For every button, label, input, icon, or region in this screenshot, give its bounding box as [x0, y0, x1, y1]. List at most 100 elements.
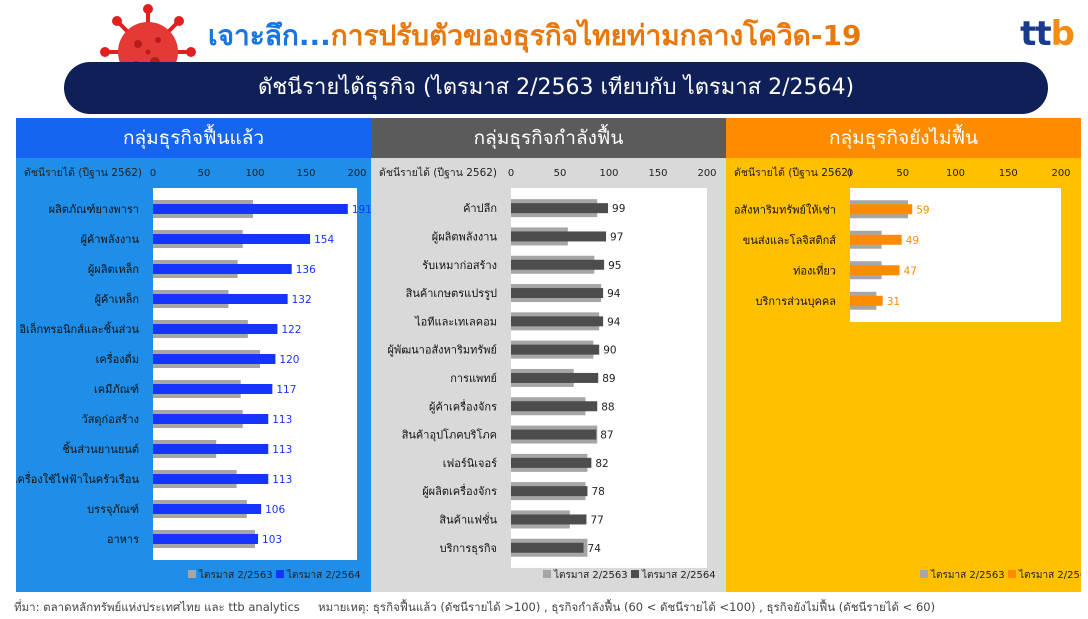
bar-2564 — [153, 384, 273, 394]
tick-label: 0 — [508, 168, 514, 179]
tick-label: 200 — [1051, 168, 1070, 179]
bar-2564 — [511, 203, 609, 214]
subtitle-bar: ดัชนีรายได้ธุรกิจ (ไตรมาส 2/2563 เทียบกั… — [64, 62, 1048, 114]
legend-label-2563: ไตรมาส 2/2563 — [553, 569, 628, 581]
axis-title: ดัชนีรายได้ (ปีฐาน 2562) — [734, 166, 852, 179]
legend-swatch-2563 — [920, 570, 928, 578]
tick-label: 0 — [150, 168, 156, 179]
bar-2564 — [850, 295, 883, 306]
axis-title: ดัชนีรายได้ (ปีฐาน 2562) — [24, 166, 142, 179]
data-label: 132 — [292, 294, 312, 306]
bar-2564 — [153, 534, 259, 544]
data-label: 113 — [272, 444, 292, 456]
panel-not-recovered-title: กลุ่มธุรกิจยังไม่ฟื้น — [726, 118, 1081, 158]
tick-label: 0 — [847, 168, 853, 179]
bar-2564 — [153, 414, 269, 424]
data-label: 103 — [262, 534, 282, 546]
data-label: 191 — [352, 204, 371, 216]
category-label: ผู้ค้าเครื่องจักร — [429, 398, 497, 413]
bar-2564 — [153, 504, 262, 514]
bar-2564 — [511, 372, 599, 383]
legend-swatch-2564 — [276, 570, 284, 578]
category-label: ผู้ผลิตเหล็ก — [88, 262, 139, 276]
bar-2564 — [511, 401, 598, 412]
tick-label: 50 — [198, 168, 211, 179]
legend-swatch-2563 — [188, 570, 196, 578]
chart-recovered: ดัชนีรายได้ (ปีฐาน 2562) 0 50 100 150 200 ผลิต… — [16, 166, 371, 581]
bar-2564 — [850, 265, 900, 276]
data-label: 95 — [608, 260, 621, 272]
bar-2564 — [511, 457, 592, 468]
bar-2564 — [153, 324, 278, 334]
category-label: ผู้พัฒนาอสังหาริมทรัพย์ — [388, 344, 497, 357]
category-label: ขนส่งและโลจิสติกส์ — [743, 233, 836, 247]
category-label: วัสดุก่อสร้าง — [82, 413, 139, 426]
category-label: เครื่องใช้ไฟฟ้าในครัวเรือน — [16, 471, 139, 486]
legend-label-2564: ไตรมาส 2/2564 — [1018, 569, 1081, 581]
category-label: สินค้าอุปโภคบริโภค — [401, 428, 497, 442]
data-label: 31 — [887, 296, 900, 308]
data-label: 117 — [276, 384, 296, 396]
panel-not-recovered: กลุ่มธุรกิจยังไม่ฟื้น ดัชนีรายได้ (ปีฐาน… — [726, 118, 1081, 592]
bar-2564 — [511, 259, 605, 270]
plot-area — [153, 188, 357, 560]
category-label: บริการส่วนบุคคล — [756, 295, 837, 308]
tick-label: 150 — [296, 168, 315, 179]
category-label: ค้าปลีก — [463, 202, 497, 215]
category-label: รับเหมาก่อสร้าง — [422, 259, 497, 272]
category-label: เฟอร์นิเจอร์ — [443, 457, 497, 470]
data-label: 87 — [600, 430, 613, 442]
legend-label-2563: ไตรมาส 2/2563 — [198, 569, 273, 581]
data-label: 90 — [603, 345, 616, 357]
data-label: 113 — [272, 414, 292, 426]
bar-2564 — [511, 514, 587, 525]
data-label: 106 — [265, 504, 285, 516]
bar-2564 — [850, 234, 902, 245]
chart-recovering: ดัชนีรายได้ (ปีฐาน 2562) 0 50 100 150 200 ค้าป… — [379, 166, 717, 581]
brand-logo-text-2: b — [1050, 14, 1075, 54]
category-label: อสังหาริมทรัพย์ให้เช่า — [734, 203, 836, 216]
legend-swatch-2564 — [631, 570, 639, 578]
bar-2564 — [511, 316, 604, 327]
tick-label: 100 — [245, 168, 264, 179]
bar-2564 — [511, 486, 588, 497]
brand-logo: ttb — [1020, 14, 1075, 54]
tick-label: 50 — [554, 168, 567, 179]
category-label: อิเล็กทรอนิกส์และชิ้นส่วน — [19, 321, 139, 336]
bar-2564 — [153, 204, 348, 214]
title-part-2: การปรับตัวของธุรกิจไทยท่ามกลางโควิด-19 — [330, 19, 862, 52]
bar-2564 — [511, 429, 597, 440]
bar-2564 — [511, 288, 604, 299]
category-label: ผู้ผลิตเครื่องจักร — [422, 483, 497, 498]
chart-not-recovered: ดัชนีรายได้ (ปีฐาน 2562)0 50 100 150 200 อสัง… — [734, 166, 1081, 581]
data-label: 94 — [607, 316, 621, 328]
brand-logo-text-1: tt — [1020, 14, 1052, 54]
category-label: สินค้าเกษตรแปรรูป — [405, 287, 497, 300]
axis-title: ดัชนีรายได้ (ปีฐาน 2562) — [379, 166, 497, 179]
category-label: สินค้าแฟชั่น — [439, 511, 497, 526]
category-label: อาหาร — [107, 533, 139, 546]
bar-2564 — [850, 204, 913, 215]
data-label: 78 — [591, 486, 604, 498]
tick-label: 150 — [999, 168, 1018, 179]
subtitle: ดัชนีรายได้ธุรกิจ (ไตรมาส 2/2563 เทียบกั… — [257, 75, 855, 100]
category-label: การแพทย์ — [450, 372, 497, 385]
bar-2564 — [511, 344, 600, 355]
legend-label-2563: ไตรมาส 2/2563 — [930, 569, 1005, 581]
legend-label-2564: ไตรมาส 2/2564 — [641, 569, 716, 581]
bar-2564 — [153, 234, 311, 244]
data-label: 122 — [281, 324, 301, 336]
bar-2564 — [153, 264, 292, 274]
panel-recovering-title: กลุ่มธุรกิจกำลังฟื้น — [371, 118, 726, 158]
data-label: 99 — [612, 203, 625, 215]
title-part-1: เจาะลึก... — [208, 19, 331, 52]
category-label: ผู้ค้าเหล็ก — [95, 292, 139, 306]
legend-swatch-2563 — [543, 570, 551, 578]
tick-label: 100 — [946, 168, 965, 179]
data-label: 88 — [601, 401, 614, 413]
data-label: 154 — [314, 234, 334, 246]
category-label: บรรจุภัณฑ์ — [87, 503, 139, 516]
data-label: 136 — [296, 264, 316, 276]
bar-2564 — [153, 444, 269, 454]
category-label: ผลิตภัณฑ์ยางพารา — [49, 203, 139, 216]
